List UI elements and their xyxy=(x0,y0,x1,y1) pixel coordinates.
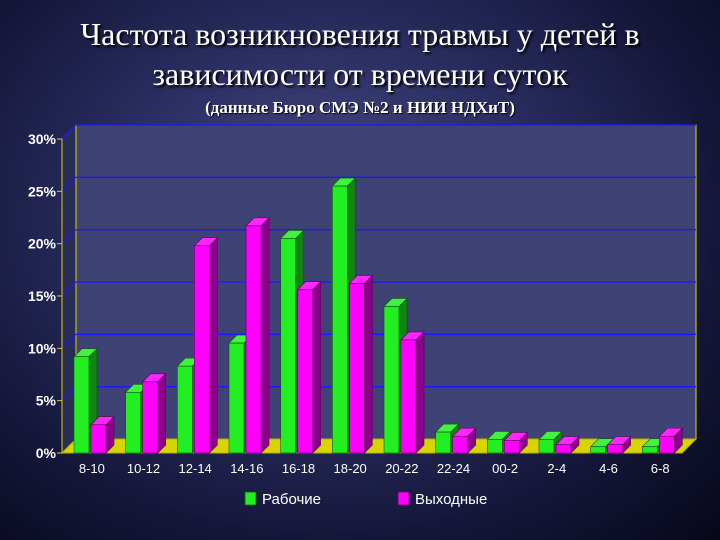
x-tick-label: 6-8 xyxy=(651,461,670,476)
title-line-1: Частота возникновения травмы у детей в xyxy=(80,16,640,52)
bar xyxy=(332,185,348,454)
x-tick-label: 16-18 xyxy=(282,461,315,476)
x-tick-label: 22-24 xyxy=(437,461,470,476)
bar xyxy=(142,381,158,454)
x-tick-label: 8-10 xyxy=(79,461,105,476)
x-tick-label: 2-4 xyxy=(547,461,566,476)
y-gridline-side xyxy=(61,386,77,402)
bar xyxy=(400,339,417,454)
y-tick-label: 30% xyxy=(28,131,57,147)
y-gridline-side xyxy=(61,281,77,297)
bar xyxy=(538,439,555,454)
x-tick-label: 20-22 xyxy=(385,461,418,476)
x-tick-label: 18-20 xyxy=(334,461,367,476)
y-tick-label: 20% xyxy=(28,236,57,252)
y-gridline-side xyxy=(61,176,77,192)
legend-label: Рабочие xyxy=(262,491,321,508)
x-tick-label: 00-2 xyxy=(492,461,518,476)
bar-side xyxy=(209,237,218,454)
y-gridline-side xyxy=(61,124,77,140)
bar xyxy=(659,435,675,454)
legend-label: Выходные xyxy=(415,491,487,508)
bar xyxy=(642,446,658,454)
y-gridline-side xyxy=(61,333,77,349)
bar-side xyxy=(415,331,425,454)
bar xyxy=(125,391,141,454)
bar xyxy=(177,365,193,454)
y-tick-label: 10% xyxy=(28,340,57,356)
y-tick-label: 25% xyxy=(28,183,57,199)
bar xyxy=(435,431,451,454)
bar xyxy=(607,444,623,454)
x-tick-label: 12-14 xyxy=(179,461,212,476)
slide-title: Частота возникновения травмы у детей в з… xyxy=(0,14,720,94)
bar-side xyxy=(312,280,321,454)
bar xyxy=(590,446,606,454)
x-tick-label: 14-16 xyxy=(230,461,263,476)
bar xyxy=(349,283,365,454)
bar xyxy=(383,306,400,454)
bar xyxy=(73,356,90,454)
slide-subtitle: (данные Бюро СМЭ №2 и НИИ НДХиТ) xyxy=(205,98,515,117)
bar-side xyxy=(260,217,270,454)
title-line-2: зависимости от времени суток xyxy=(152,56,568,92)
bar xyxy=(90,424,107,454)
bar xyxy=(228,342,245,454)
y-tick-label: 0% xyxy=(36,445,57,461)
x-tick-label: 10-12 xyxy=(127,461,160,476)
y-tick-label: 5% xyxy=(36,393,57,409)
plot-floor xyxy=(60,438,698,454)
bar xyxy=(280,238,296,454)
x-tick-label: 4-6 xyxy=(599,461,618,476)
bar xyxy=(297,289,313,454)
bar xyxy=(452,435,468,454)
legend-swatch xyxy=(397,491,410,506)
y-gridline-side xyxy=(61,229,77,245)
bar xyxy=(555,444,572,454)
bar xyxy=(487,439,503,454)
bar-side xyxy=(157,373,166,454)
bar xyxy=(504,440,520,454)
y-tick-label: 15% xyxy=(28,288,57,304)
bar-side xyxy=(364,274,373,454)
bar xyxy=(245,225,262,454)
legend-swatch xyxy=(244,491,257,506)
bar xyxy=(194,245,210,454)
